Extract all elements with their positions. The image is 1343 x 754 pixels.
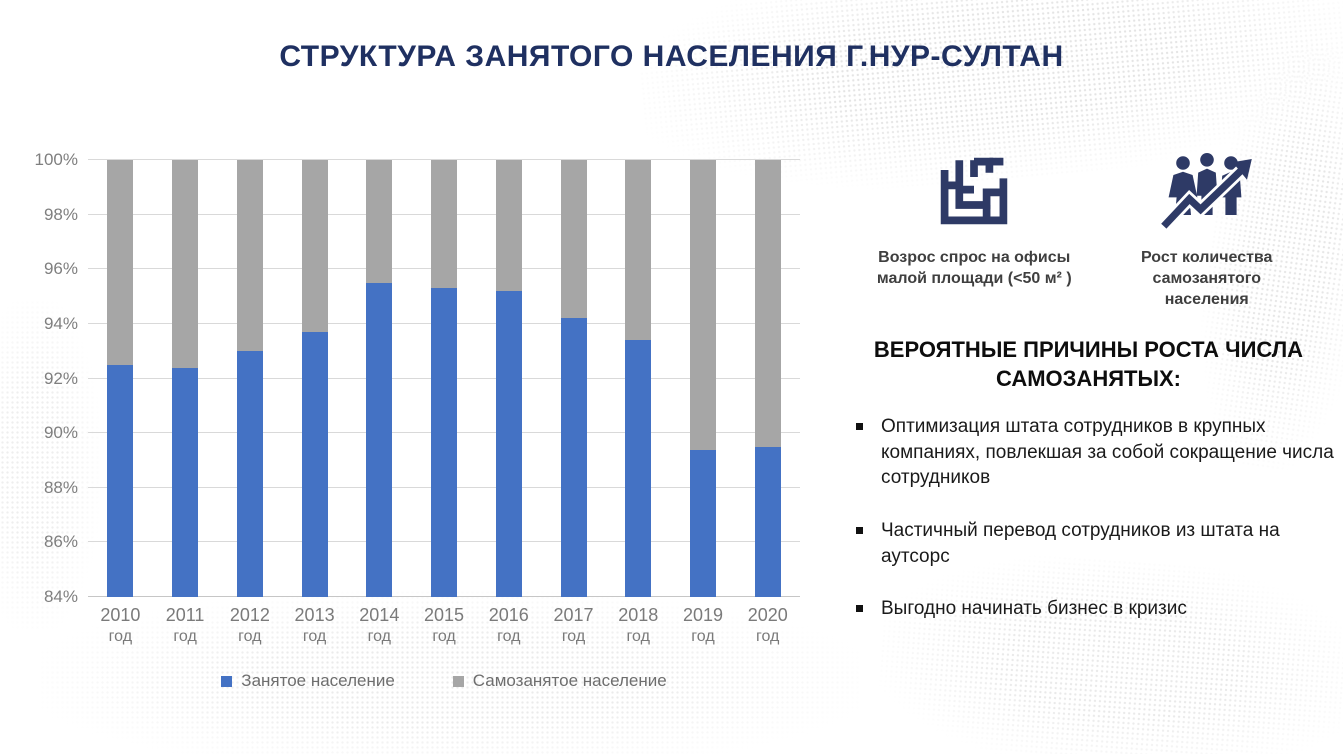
reasons-list: Оптимизация штата сотрудников в крупных … bbox=[856, 414, 1334, 649]
bar-segment-employed bbox=[236, 351, 263, 597]
x-tick-label: 2011 год bbox=[165, 605, 205, 645]
bar-segment-employed bbox=[495, 291, 522, 597]
people-growth-icon bbox=[1158, 148, 1255, 234]
x-tick-label: 2018 год bbox=[618, 605, 659, 645]
y-tick-label: 90% bbox=[43, 423, 78, 443]
slide-title: СТРУКТУРА ЗАНЯТОГО НАСЕЛЕНИЯ Г.НУР-СУЛТА… bbox=[279, 40, 1064, 73]
y-tick-label: 96% bbox=[43, 259, 78, 279]
reason-text: Частичный перевод сотрудников из штата н… bbox=[881, 519, 1280, 567]
bar-segment-self-employed bbox=[172, 160, 199, 368]
gridline bbox=[88, 159, 800, 160]
bar-segment-employed bbox=[301, 332, 328, 597]
x-tick-label: 2016 год bbox=[488, 605, 529, 645]
highlight-caption: Рост количества самозанятого населения bbox=[1141, 249, 1273, 308]
bar-segment-self-employed bbox=[560, 160, 587, 319]
bar-group-2013 bbox=[282, 160, 347, 597]
y-tick-label: 86% bbox=[43, 532, 78, 552]
bar-group-2015 bbox=[412, 160, 477, 597]
bar-group-2017 bbox=[541, 160, 606, 597]
bar-segment-self-employed bbox=[754, 160, 781, 447]
highlights-row: Возрос спрос на офисы малой площади (<50… bbox=[858, 148, 1323, 310]
y-tick-label: 84% bbox=[43, 587, 78, 606]
bar-segment-employed bbox=[107, 364, 134, 597]
bar-group-2016 bbox=[476, 160, 541, 597]
bar-group-2011 bbox=[153, 160, 218, 597]
x-tick-label: 2010 год bbox=[100, 605, 141, 645]
bar-segment-employed bbox=[754, 446, 781, 597]
bar-group-2018 bbox=[606, 160, 671, 597]
legend-swatch-icon bbox=[452, 675, 464, 687]
x-tick-label: 2019 год bbox=[682, 605, 723, 645]
bar-group-2019 bbox=[671, 160, 736, 597]
bar-segment-self-employed bbox=[301, 160, 328, 333]
bar-segment-employed bbox=[625, 340, 652, 597]
reason-text: Оптимизация штата сотрудников в крупных … bbox=[881, 416, 1334, 489]
highlight-caption: Возрос спрос на офисы малой площади (<50… bbox=[876, 249, 1072, 287]
bar-segment-employed bbox=[689, 449, 716, 597]
bar-segment-self-employed bbox=[366, 160, 393, 283]
bar-group-2012 bbox=[217, 160, 282, 597]
bar-segment-self-employed bbox=[107, 160, 134, 365]
plot-area bbox=[88, 159, 800, 597]
bullet-square-icon bbox=[856, 605, 863, 613]
bar-segment-self-employed bbox=[625, 160, 652, 341]
reason-text: Выгодно начинать бизнес в кризис bbox=[881, 598, 1187, 620]
list-item: Выгодно начинать бизнес в кризис bbox=[856, 596, 1334, 622]
bar-segment-employed bbox=[366, 282, 393, 597]
bar-segment-self-employed bbox=[689, 160, 716, 450]
bullet-square-icon bbox=[856, 526, 863, 534]
bar-group-2020 bbox=[735, 160, 800, 597]
legend-swatch-icon bbox=[221, 675, 233, 687]
x-tick-label: 2013 год bbox=[294, 605, 335, 645]
y-tick-label: 98% bbox=[43, 204, 78, 224]
legend-label: Занятое население bbox=[241, 671, 395, 690]
bar-segment-employed bbox=[431, 288, 458, 597]
y-tick-label: 92% bbox=[43, 368, 78, 388]
bar-segment-self-employed bbox=[495, 160, 522, 292]
x-tick-label: 2020 год bbox=[747, 605, 788, 645]
list-item: Частичный перевод сотрудников из штата н… bbox=[856, 518, 1334, 569]
chart-legend: Занятое население Самозанятое население bbox=[88, 671, 800, 691]
y-tick-label: 94% bbox=[43, 313, 78, 333]
bar-group-2014 bbox=[347, 160, 412, 597]
highlight-self-employed-growth: Рост количества самозанятого населения bbox=[1091, 148, 1324, 310]
bar-segment-employed bbox=[172, 367, 199, 597]
y-tick-label: 100% bbox=[34, 150, 78, 169]
legend-item: Занятое население bbox=[221, 671, 395, 691]
x-tick-label: 2012 год bbox=[229, 605, 270, 645]
y-tick-label: 88% bbox=[43, 477, 78, 497]
bar-segment-self-employed bbox=[431, 160, 458, 289]
x-tick-label: 2014 год bbox=[359, 605, 400, 645]
x-tick-label: 2015 год bbox=[424, 605, 465, 645]
legend-label: Самозанятое население bbox=[472, 671, 667, 690]
x-axis-labels: 2010 год 2011 год 2012 год 2013 год 2014 год 2015 г… bbox=[88, 604, 800, 647]
legend-item: Самозанятое население bbox=[452, 671, 667, 691]
office-maze-icon bbox=[939, 148, 1009, 234]
bar-group-2010 bbox=[88, 160, 153, 597]
list-item: Оптимизация штата сотрудников в крупных … bbox=[856, 414, 1334, 491]
bars bbox=[88, 160, 800, 597]
bullet-square-icon bbox=[856, 423, 863, 430]
reasons-heading: ВЕРОЯТНЫЕ ПРИЧИНЫ РОСТА ЧИСЛА САМОЗАНЯТЫ… bbox=[873, 337, 1304, 391]
highlight-office-demand: Возрос спрос на офисы малой площади (<50… bbox=[858, 148, 1091, 310]
y-axis-labels: 84% 86% 88% 90% 92% 94% 96% 98% 100% bbox=[14, 150, 78, 606]
bar-segment-self-employed bbox=[236, 160, 263, 352]
x-tick-label: 2017 год bbox=[553, 605, 594, 645]
bar-segment-employed bbox=[560, 318, 587, 597]
